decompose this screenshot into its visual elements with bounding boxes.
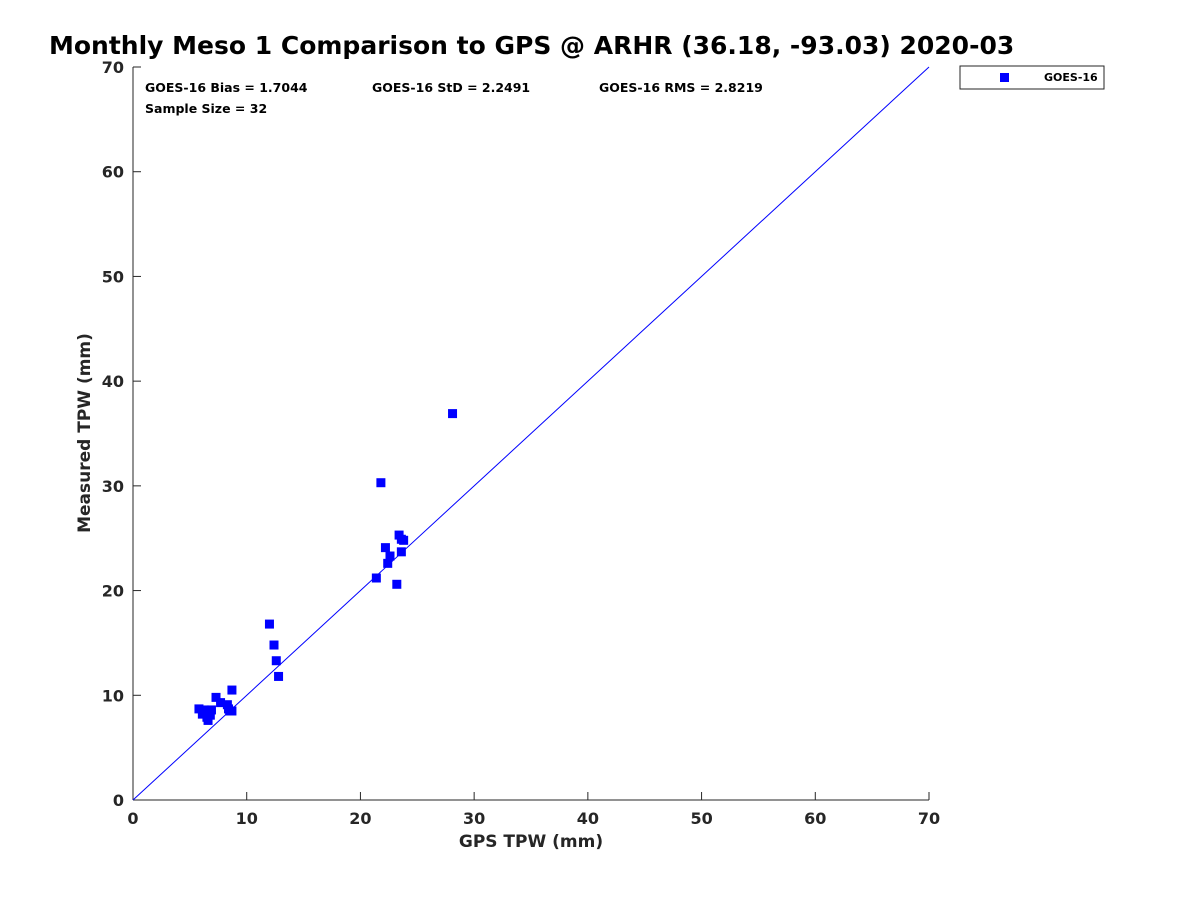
sample-size-annotation: Sample Size = 32 xyxy=(145,101,267,116)
data-point-goes-16 xyxy=(274,671,284,681)
legend-label-goes-16: GOES-16 xyxy=(1044,71,1098,84)
bias-annotation: GOES-16 Bias = 1.7044 xyxy=(145,80,308,95)
data-point-goes-16 xyxy=(224,704,234,714)
y-tick-label: 10 xyxy=(102,686,124,705)
data-point-goes-16 xyxy=(211,692,221,702)
y-tick-label: 30 xyxy=(102,477,124,496)
data-point-goes-16 xyxy=(371,573,381,583)
x-tick-label: 30 xyxy=(463,809,485,828)
data-point-goes-16 xyxy=(380,543,390,553)
x-tick-label: 70 xyxy=(918,809,940,828)
one-to-one-reference-line xyxy=(132,66,930,801)
x-tick-label: 60 xyxy=(804,809,826,828)
std-annotation: GOES-16 StD = 2.2491 xyxy=(372,80,530,95)
x-tick-label: 40 xyxy=(577,809,599,828)
x-tick-label: 50 xyxy=(690,809,712,828)
data-point-goes-16 xyxy=(264,619,274,629)
data-point-goes-16 xyxy=(392,579,402,589)
data-point-goes-16 xyxy=(269,640,279,650)
data-point-goes-16 xyxy=(227,685,237,695)
legend: GOES-16 xyxy=(959,65,1105,90)
data-point-goes-16 xyxy=(376,478,386,488)
y-axis-label: Measured TPW (mm) xyxy=(75,333,95,533)
y-tick-label: 20 xyxy=(102,582,124,601)
plot-area: 0 10 20 30 40 50 60 70 0 10 20 30 40 50 60 70 xyxy=(102,58,940,828)
data-point-goes-16 xyxy=(203,708,213,718)
data-point-goes-16 xyxy=(399,535,409,545)
legend-marker-goes-16 xyxy=(1000,73,1009,82)
data-point-goes-16 xyxy=(383,558,393,568)
data-point-goes-16 xyxy=(396,547,406,557)
x-tick-label: 20 xyxy=(349,809,371,828)
data-point-goes-16 xyxy=(199,707,209,717)
data-point-goes-16 xyxy=(385,551,395,561)
x-tick-label: 10 xyxy=(236,809,258,828)
data-point-goes-16 xyxy=(448,409,458,419)
y-tick-label: 50 xyxy=(102,267,124,286)
data-point-goes-16 xyxy=(216,698,226,708)
data-point-goes-16 xyxy=(203,715,213,725)
y-tick-label: 70 xyxy=(102,58,124,77)
legend-box xyxy=(959,65,1105,90)
data-point-goes-16 xyxy=(194,704,204,714)
data-point-goes-16 xyxy=(271,656,281,666)
x-tick-label: 0 xyxy=(127,809,138,828)
x-axis-label: GPS TPW (mm) xyxy=(459,832,603,852)
y-tick-label: 0 xyxy=(113,791,124,810)
rms-annotation: GOES-16 RMS = 2.8219 xyxy=(599,80,763,95)
y-tick-label: 60 xyxy=(102,163,124,182)
chart-title: Monthly Meso 1 Comparison to GPS @ ARHR … xyxy=(49,31,1014,60)
y-tick-label: 40 xyxy=(102,372,124,391)
